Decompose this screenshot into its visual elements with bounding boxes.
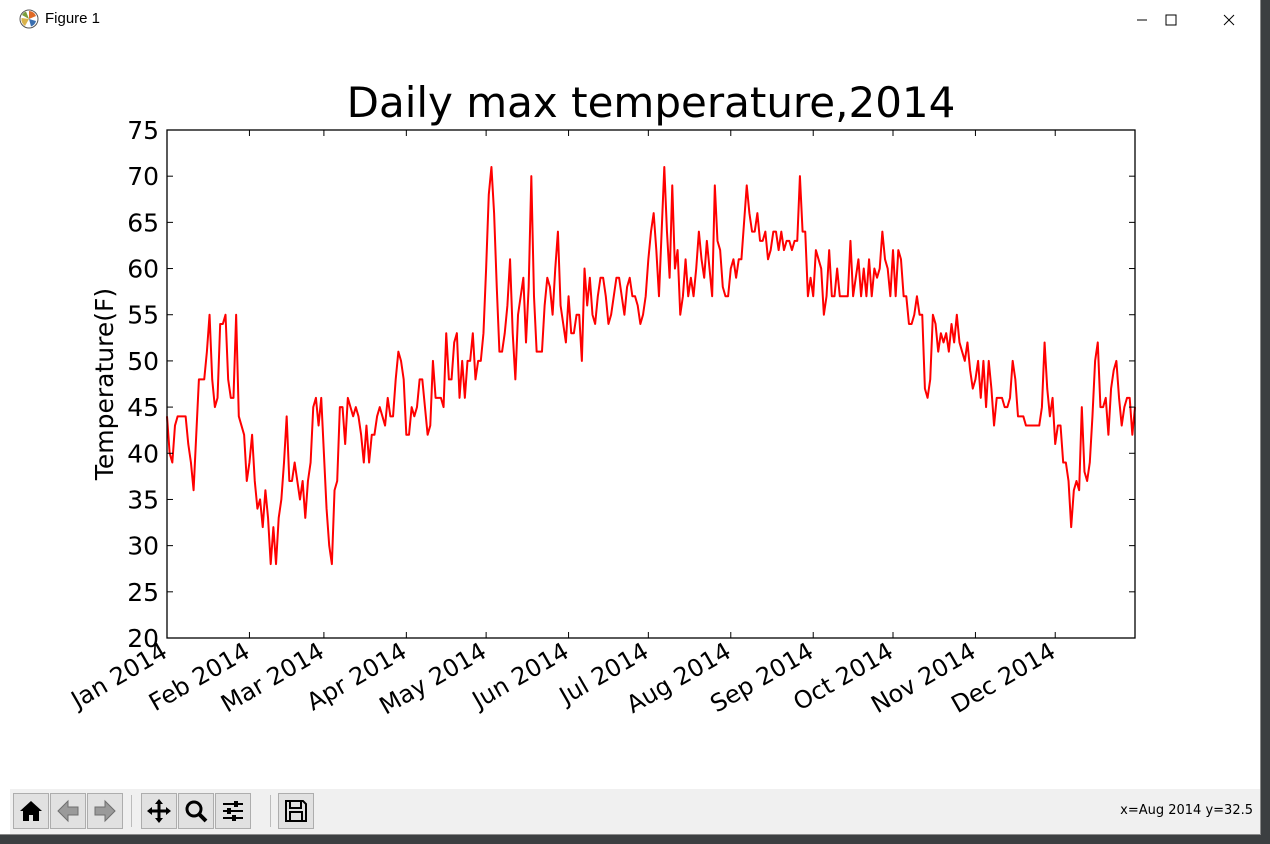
- y-tick-label: 20: [127, 624, 159, 653]
- y-tick-label: 30: [127, 532, 159, 561]
- y-tick-label: 70: [127, 162, 159, 191]
- pan-button[interactable]: [141, 793, 177, 829]
- configure-subplots-icon: [223, 801, 243, 821]
- window-title: Figure 1: [45, 10, 101, 27]
- axes-frame: [166, 129, 1136, 639]
- title-bar[interactable]: Figure 1: [0, 0, 1260, 39]
- cursor-coordinates: x=Aug 2014 y=32.5: [1120, 803, 1253, 818]
- zoom-button[interactable]: [178, 793, 214, 829]
- y-tick-label: 75: [127, 116, 159, 145]
- y-tick-label: 35: [127, 485, 159, 514]
- back-button[interactable]: [50, 793, 86, 829]
- y-tick-label: 55: [127, 301, 159, 330]
- home-icon: [20, 801, 42, 821]
- forward-button[interactable]: [87, 793, 123, 829]
- matplotlib-logo-icon: [19, 9, 39, 29]
- y-tick-label: 65: [127, 208, 159, 237]
- chart-title: Daily max temperature,2014: [347, 78, 956, 127]
- maximize-icon: [1165, 14, 1177, 25]
- toolbar-separator: [270, 795, 271, 827]
- y-axis-label: Temperature(F): [90, 288, 119, 481]
- forward-icon: [94, 799, 116, 823]
- y-tick-label: 45: [127, 393, 159, 422]
- y-tick-label: 60: [127, 255, 159, 284]
- series-line-0: [166, 165, 1136, 566]
- minimize-button[interactable]: [1113, 0, 1171, 39]
- configure-subplots-button[interactable]: [215, 793, 251, 829]
- save-button[interactable]: [278, 793, 314, 829]
- toolbar-separator: [131, 795, 132, 827]
- pan-icon: [147, 799, 171, 823]
- y-tick-label: 50: [127, 347, 159, 376]
- close-icon: [1223, 14, 1235, 25]
- home-button[interactable]: [13, 793, 49, 829]
- zoom-icon: [185, 800, 208, 823]
- back-icon: [57, 799, 79, 823]
- y-tick-label: 25: [127, 578, 159, 607]
- close-button[interactable]: [1200, 0, 1258, 39]
- navigation-toolbar: x=Aug 2014 y=32.5: [10, 789, 1260, 834]
- maximize-button[interactable]: [1142, 0, 1200, 39]
- figure-canvas[interactable]: Daily max temperature,2014 Temperature(F)…: [10, 39, 1260, 789]
- minimize-icon: [1137, 19, 1147, 20]
- y-tick-label: 40: [127, 439, 159, 468]
- save-icon: [285, 800, 307, 822]
- chart: Daily max temperature,2014 Temperature(F)…: [65, 78, 1136, 720]
